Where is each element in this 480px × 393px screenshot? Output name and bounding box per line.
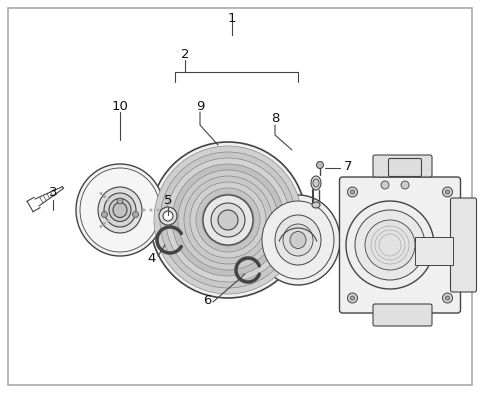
Ellipse shape [190,182,266,258]
Ellipse shape [313,179,319,187]
Ellipse shape [76,164,164,256]
Ellipse shape [218,210,238,230]
Circle shape [401,181,409,189]
Ellipse shape [346,201,434,289]
FancyBboxPatch shape [373,304,432,326]
Text: 2: 2 [181,48,189,61]
Ellipse shape [172,164,284,276]
Ellipse shape [98,187,142,233]
Circle shape [132,211,139,217]
Text: 10: 10 [111,101,129,114]
Circle shape [99,192,103,195]
Circle shape [103,222,106,225]
Ellipse shape [113,202,127,217]
Text: 8: 8 [271,112,279,125]
Ellipse shape [275,215,321,265]
Ellipse shape [262,201,334,279]
Text: 4: 4 [148,252,156,264]
Ellipse shape [196,188,260,252]
Circle shape [117,198,123,204]
Ellipse shape [203,195,253,245]
Circle shape [107,219,109,222]
Text: 3: 3 [49,185,57,198]
Circle shape [156,209,159,211]
Ellipse shape [150,142,306,298]
Ellipse shape [160,152,296,288]
FancyBboxPatch shape [388,158,421,176]
Ellipse shape [312,202,320,208]
Ellipse shape [211,203,245,237]
Ellipse shape [154,146,302,294]
Circle shape [99,225,103,228]
Ellipse shape [365,220,415,270]
Circle shape [101,211,108,217]
Circle shape [348,293,358,303]
Ellipse shape [202,194,254,246]
FancyBboxPatch shape [451,198,477,292]
Circle shape [350,296,355,300]
Circle shape [443,187,453,197]
Ellipse shape [355,210,425,280]
Circle shape [103,195,106,198]
Circle shape [348,187,358,197]
Ellipse shape [109,198,131,222]
Circle shape [381,181,389,189]
Ellipse shape [256,195,340,285]
Circle shape [350,190,355,194]
Ellipse shape [166,158,290,282]
Text: 1: 1 [228,11,236,24]
Ellipse shape [163,211,173,221]
Ellipse shape [104,193,136,227]
Circle shape [443,293,453,303]
Ellipse shape [159,207,177,225]
Ellipse shape [208,200,248,240]
Circle shape [149,209,153,211]
Circle shape [445,190,449,194]
FancyBboxPatch shape [373,155,432,177]
FancyBboxPatch shape [339,177,460,313]
Circle shape [445,296,449,300]
Ellipse shape [311,176,321,190]
Bar [415,237,453,265]
Text: 7: 7 [344,160,352,173]
Ellipse shape [184,176,272,264]
Text: 9: 9 [196,101,204,114]
Circle shape [143,209,145,211]
Circle shape [316,162,324,169]
Text: 6: 6 [203,294,211,307]
Ellipse shape [283,224,313,256]
Circle shape [107,198,109,201]
Ellipse shape [80,168,160,252]
Text: 5: 5 [164,193,172,206]
Ellipse shape [290,231,306,248]
Ellipse shape [178,170,278,270]
